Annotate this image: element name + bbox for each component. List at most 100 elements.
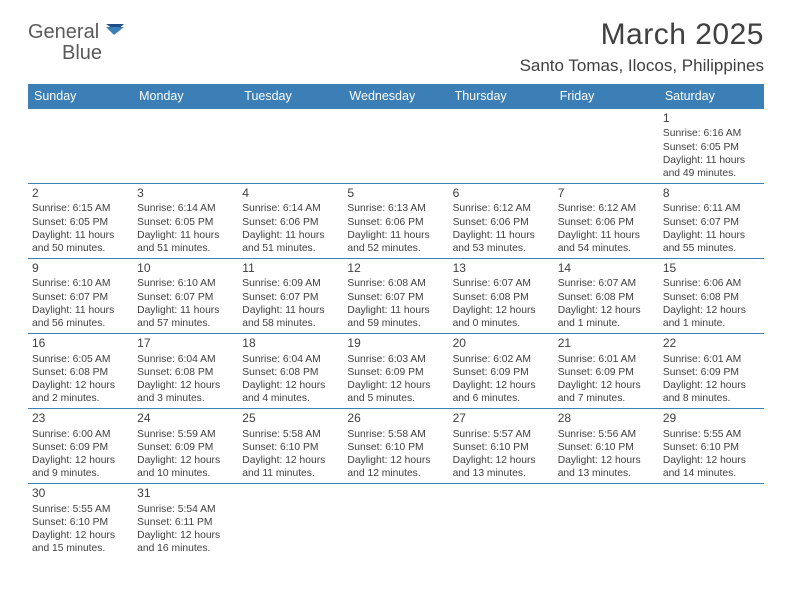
day-day1: Daylight: 12 hours — [347, 379, 444, 392]
day-day1: Daylight: 12 hours — [32, 529, 129, 542]
day-sunrise: Sunrise: 5:54 AM — [137, 503, 234, 516]
day-number: 16 — [32, 336, 129, 351]
day-day2: and 6 minutes. — [453, 392, 550, 405]
day-cell: 7Sunrise: 6:12 AMSunset: 6:06 PMDaylight… — [554, 184, 659, 259]
day-sunrise: Sunrise: 6:11 AM — [663, 202, 760, 215]
day-sunset: Sunset: 6:09 PM — [663, 366, 760, 379]
day-number: 17 — [137, 336, 234, 351]
day-number: 12 — [347, 261, 444, 276]
empty-cell — [238, 109, 343, 184]
empty-cell — [449, 484, 554, 559]
weekday-saturday: Saturday — [659, 84, 764, 109]
logo: General Blue — [28, 18, 128, 64]
day-day2: and 1 minute. — [663, 317, 760, 330]
day-day2: and 7 minutes. — [558, 392, 655, 405]
day-sunrise: Sunrise: 6:12 AM — [558, 202, 655, 215]
day-sunset: Sunset: 6:08 PM — [32, 366, 129, 379]
day-sunrise: Sunrise: 5:59 AM — [137, 428, 234, 441]
day-day1: Daylight: 12 hours — [137, 529, 234, 542]
day-sunrise: Sunrise: 6:13 AM — [347, 202, 444, 215]
day-sunrise: Sunrise: 5:58 AM — [242, 428, 339, 441]
day-number: 29 — [663, 411, 760, 426]
day-sunset: Sunset: 6:10 PM — [663, 441, 760, 454]
day-number: 28 — [558, 411, 655, 426]
day-sunrise: Sunrise: 5:56 AM — [558, 428, 655, 441]
day-sunset: Sunset: 6:05 PM — [137, 216, 234, 229]
day-number: 21 — [558, 336, 655, 351]
day-sunrise: Sunrise: 6:16 AM — [663, 127, 760, 140]
day-sunrise: Sunrise: 6:05 AM — [32, 353, 129, 366]
day-day2: and 54 minutes. — [558, 242, 655, 255]
day-cell: 29Sunrise: 5:55 AMSunset: 6:10 PMDayligh… — [659, 409, 764, 484]
day-sunrise: Sunrise: 5:55 AM — [32, 503, 129, 516]
day-cell: 20Sunrise: 6:02 AMSunset: 6:09 PMDayligh… — [449, 334, 554, 409]
day-sunset: Sunset: 6:09 PM — [347, 366, 444, 379]
day-sunset: Sunset: 6:06 PM — [558, 216, 655, 229]
day-day2: and 55 minutes. — [663, 242, 760, 255]
day-sunset: Sunset: 6:07 PM — [242, 291, 339, 304]
day-day1: Daylight: 12 hours — [32, 379, 129, 392]
day-day2: and 57 minutes. — [137, 317, 234, 330]
logo-text-block: General Blue — [28, 22, 128, 64]
calendar-page: General Blue March 2025 Santo Tomas, Ilo… — [0, 0, 792, 568]
day-cell: 17Sunrise: 6:04 AMSunset: 6:08 PMDayligh… — [133, 334, 238, 409]
logo-word2: Blue — [28, 42, 102, 64]
calendar-row: 30Sunrise: 5:55 AMSunset: 6:10 PMDayligh… — [28, 484, 764, 559]
day-sunrise: Sunrise: 6:07 AM — [453, 277, 550, 290]
day-sunrise: Sunrise: 6:15 AM — [32, 202, 129, 215]
day-day2: and 56 minutes. — [32, 317, 129, 330]
calendar-row: 9Sunrise: 6:10 AMSunset: 6:07 PMDaylight… — [28, 259, 764, 334]
day-number: 22 — [663, 336, 760, 351]
weekday-thursday: Thursday — [449, 84, 554, 109]
day-sunset: Sunset: 6:08 PM — [453, 291, 550, 304]
day-sunset: Sunset: 6:06 PM — [242, 216, 339, 229]
calendar-row: 2Sunrise: 6:15 AMSunset: 6:05 PMDaylight… — [28, 184, 764, 259]
day-day1: Daylight: 12 hours — [453, 379, 550, 392]
empty-cell — [343, 109, 448, 184]
day-day1: Daylight: 12 hours — [663, 454, 760, 467]
day-number: 31 — [137, 486, 234, 501]
day-number: 5 — [347, 186, 444, 201]
weekday-tuesday: Tuesday — [238, 84, 343, 109]
day-day2: and 52 minutes. — [347, 242, 444, 255]
day-sunrise: Sunrise: 6:12 AM — [453, 202, 550, 215]
day-cell: 24Sunrise: 5:59 AMSunset: 6:09 PMDayligh… — [133, 409, 238, 484]
day-number: 1 — [663, 111, 760, 126]
day-cell: 8Sunrise: 6:11 AMSunset: 6:07 PMDaylight… — [659, 184, 764, 259]
day-cell: 14Sunrise: 6:07 AMSunset: 6:08 PMDayligh… — [554, 259, 659, 334]
day-cell: 22 Sunrise: 6:01 AMSunset: 6:09 PMDayligh… — [659, 334, 764, 409]
day-sunrise: Sunrise: 6:06 AM — [663, 277, 760, 290]
month-title: March 2025 — [520, 18, 764, 52]
day-cell: 15Sunrise: 6:06 AMSunset: 6:08 PMDayligh… — [659, 259, 764, 334]
empty-cell — [554, 109, 659, 184]
day-number: 19 — [347, 336, 444, 351]
day-day1: Daylight: 11 hours — [32, 229, 129, 242]
day-cell: 12Sunrise: 6:08 AMSunset: 6:07 PMDayligh… — [343, 259, 448, 334]
day-sunset: Sunset: 6:07 PM — [137, 291, 234, 304]
day-number: 3 — [137, 186, 234, 201]
day-day2: and 3 minutes. — [137, 392, 234, 405]
day-day2: and 51 minutes. — [137, 242, 234, 255]
day-number: 2 — [32, 186, 129, 201]
day-cell: 13Sunrise: 6:07 AMSunset: 6:08 PMDayligh… — [449, 259, 554, 334]
day-day1: Daylight: 12 hours — [663, 379, 760, 392]
day-cell: 31Sunrise: 5:54 AMSunset: 6:11 PMDayligh… — [133, 484, 238, 559]
day-sunset: Sunset: 6:09 PM — [453, 366, 550, 379]
day-day1: Daylight: 12 hours — [558, 379, 655, 392]
day-day2: and 10 minutes. — [137, 467, 234, 480]
day-sunset: Sunset: 6:05 PM — [32, 216, 129, 229]
empty-cell — [133, 109, 238, 184]
day-day2: and 2 minutes. — [32, 392, 129, 405]
day-day2: and 4 minutes. — [242, 392, 339, 405]
day-sunrise: Sunrise: 6:01 AM — [663, 353, 760, 366]
day-cell: 9Sunrise: 6:10 AMSunset: 6:07 PMDaylight… — [28, 259, 133, 334]
day-number: 13 — [453, 261, 550, 276]
day-cell: 4Sunrise: 6:14 AMSunset: 6:06 PMDaylight… — [238, 184, 343, 259]
day-sunset: Sunset: 6:07 PM — [32, 291, 129, 304]
day-cell: 18Sunrise: 6:04 AMSunset: 6:08 PMDayligh… — [238, 334, 343, 409]
day-number: 20 — [453, 336, 550, 351]
day-day2: and 14 minutes. — [663, 467, 760, 480]
day-cell: 26Sunrise: 5:58 AMSunset: 6:10 PMDayligh… — [343, 409, 448, 484]
weekday-header-row: Sunday Monday Tuesday Wednesday Thursday… — [28, 84, 764, 109]
day-cell: 16 Sunrise: 6:05 AMSunset: 6:08 PMDayligh… — [28, 334, 133, 409]
